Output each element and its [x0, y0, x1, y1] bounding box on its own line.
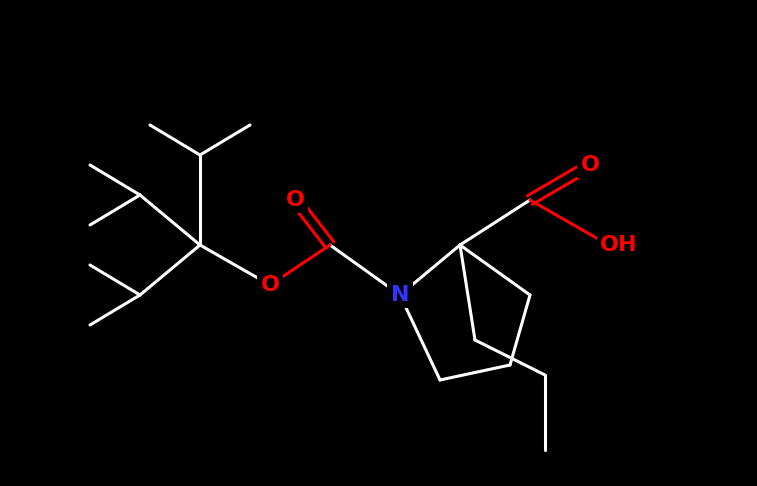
Text: OH: OH	[600, 235, 637, 255]
Text: O: O	[581, 155, 600, 175]
Text: O: O	[260, 275, 279, 295]
Text: O: O	[285, 190, 304, 210]
Text: N: N	[391, 285, 410, 305]
